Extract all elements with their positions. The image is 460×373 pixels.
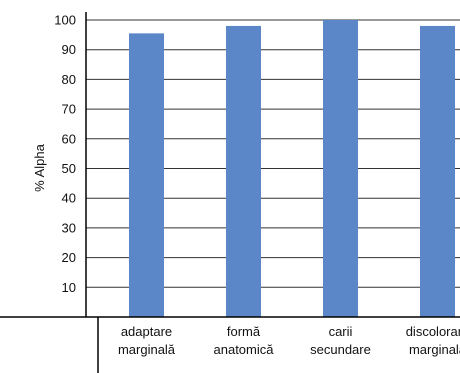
category-label-2: formă anatomică	[214, 324, 275, 357]
y-tick-label-20: 20	[62, 250, 76, 265]
y-tick-label-80: 80	[62, 72, 76, 87]
y-tick-labels: 10 20 30 40 50 60 70 80 90 100	[54, 13, 76, 295]
bar-3	[323, 20, 358, 317]
y-tick-label-50: 50	[62, 161, 76, 176]
category-labels: adaptare marginală formă anatomică carii secu…	[118, 324, 460, 357]
bar-2	[226, 25, 261, 317]
y-tick-label-30: 30	[62, 220, 76, 235]
category-label-4: discoloraremarginală	[406, 324, 460, 357]
category-label-3: carii secundare	[310, 324, 371, 357]
y-tick-label-70: 70	[62, 102, 76, 117]
axes	[0, 12, 460, 373]
y-tick-label-60: 60	[62, 131, 76, 146]
y-tick-label-10: 10	[62, 280, 76, 295]
bar-4	[420, 25, 455, 317]
y-tick-label-40: 40	[62, 191, 76, 206]
y-tick-label-90: 90	[62, 42, 76, 57]
y-axis-title: % Alpha	[32, 143, 47, 191]
category-label-1: adaptare marginală	[118, 324, 176, 357]
bar-1	[129, 33, 164, 318]
y-tick-label-100: 100	[54, 13, 76, 28]
bars	[129, 20, 455, 318]
